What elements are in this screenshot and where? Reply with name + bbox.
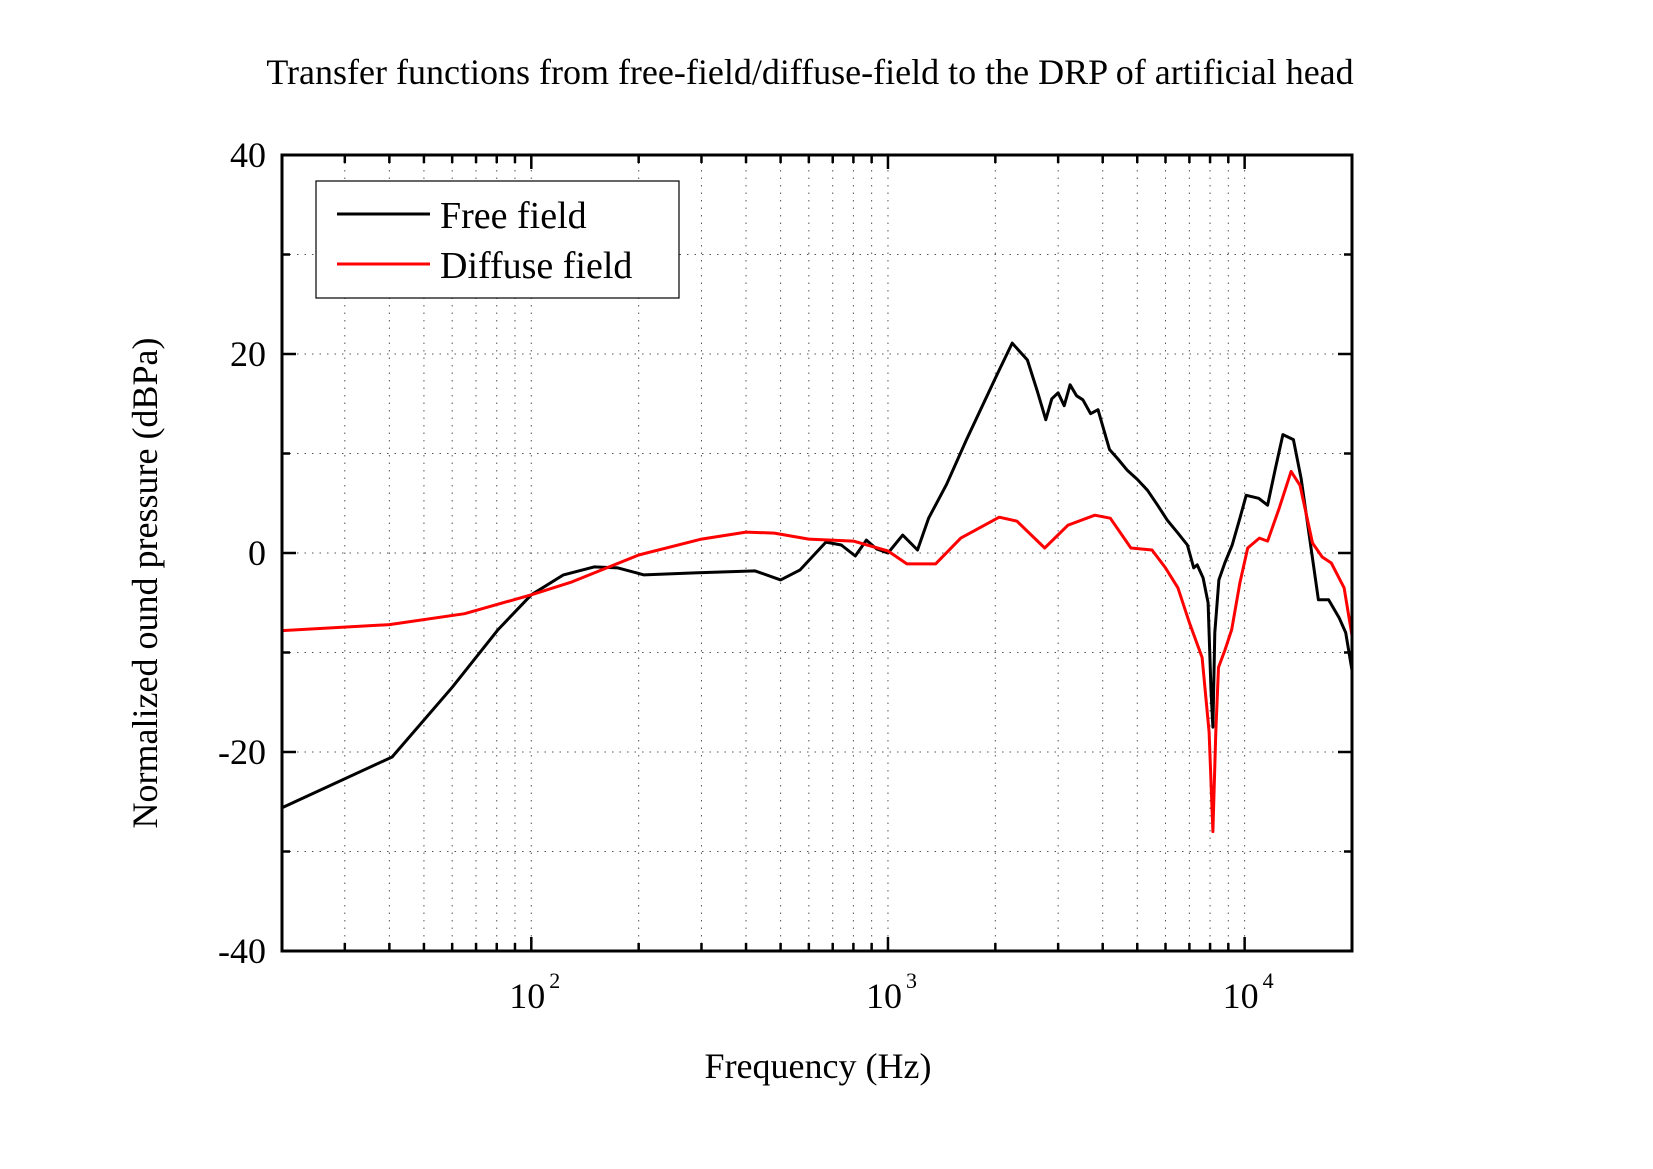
y-tick-label: 40 [230, 135, 266, 175]
y-tick-label: 20 [230, 334, 266, 374]
x-tick-label: 10 3 [866, 968, 917, 1016]
legend: Free field Diffuse field [315, 180, 680, 299]
x-tick-label-base: 10 [866, 976, 902, 1016]
x-tick-label: 10 4 [1223, 968, 1274, 1016]
series-line-free-field [281, 341, 1354, 810]
legend-box [315, 180, 680, 299]
chart-title: Transfer functions from free-field/diffu… [266, 52, 1353, 92]
y-tick-label: -20 [218, 732, 266, 772]
y-tick-label: -40 [218, 931, 266, 971]
x-axis-label: Frequency (Hz) [705, 1046, 932, 1086]
legend-label-free-field: Free field [440, 195, 587, 237]
x-tick-label-exponent: 2 [549, 968, 560, 993]
plot-frame [280, 153, 1354, 953]
x-tick-label-exponent: 3 [906, 968, 917, 993]
x-tick-label: 10 2 [509, 968, 560, 1016]
x-tick-label-base: 10 [1223, 976, 1259, 1016]
x-tick-label-exponent: 4 [1263, 968, 1274, 993]
y-tick-label: 0 [248, 533, 266, 573]
y-tick-labels: 40 20 0 -20 -40 [218, 135, 266, 971]
x-tick-label-base: 10 [509, 976, 545, 1016]
legend-label-diffuse-field: Diffuse field [440, 245, 632, 287]
series-line-diffuse-field [281, 469, 1354, 834]
series-layer [281, 341, 1354, 834]
x-tick-labels: 10 2 10 3 10 4 [509, 968, 1273, 1016]
y-axis-label: Normalized ound pressure (dBPa) [125, 338, 165, 829]
